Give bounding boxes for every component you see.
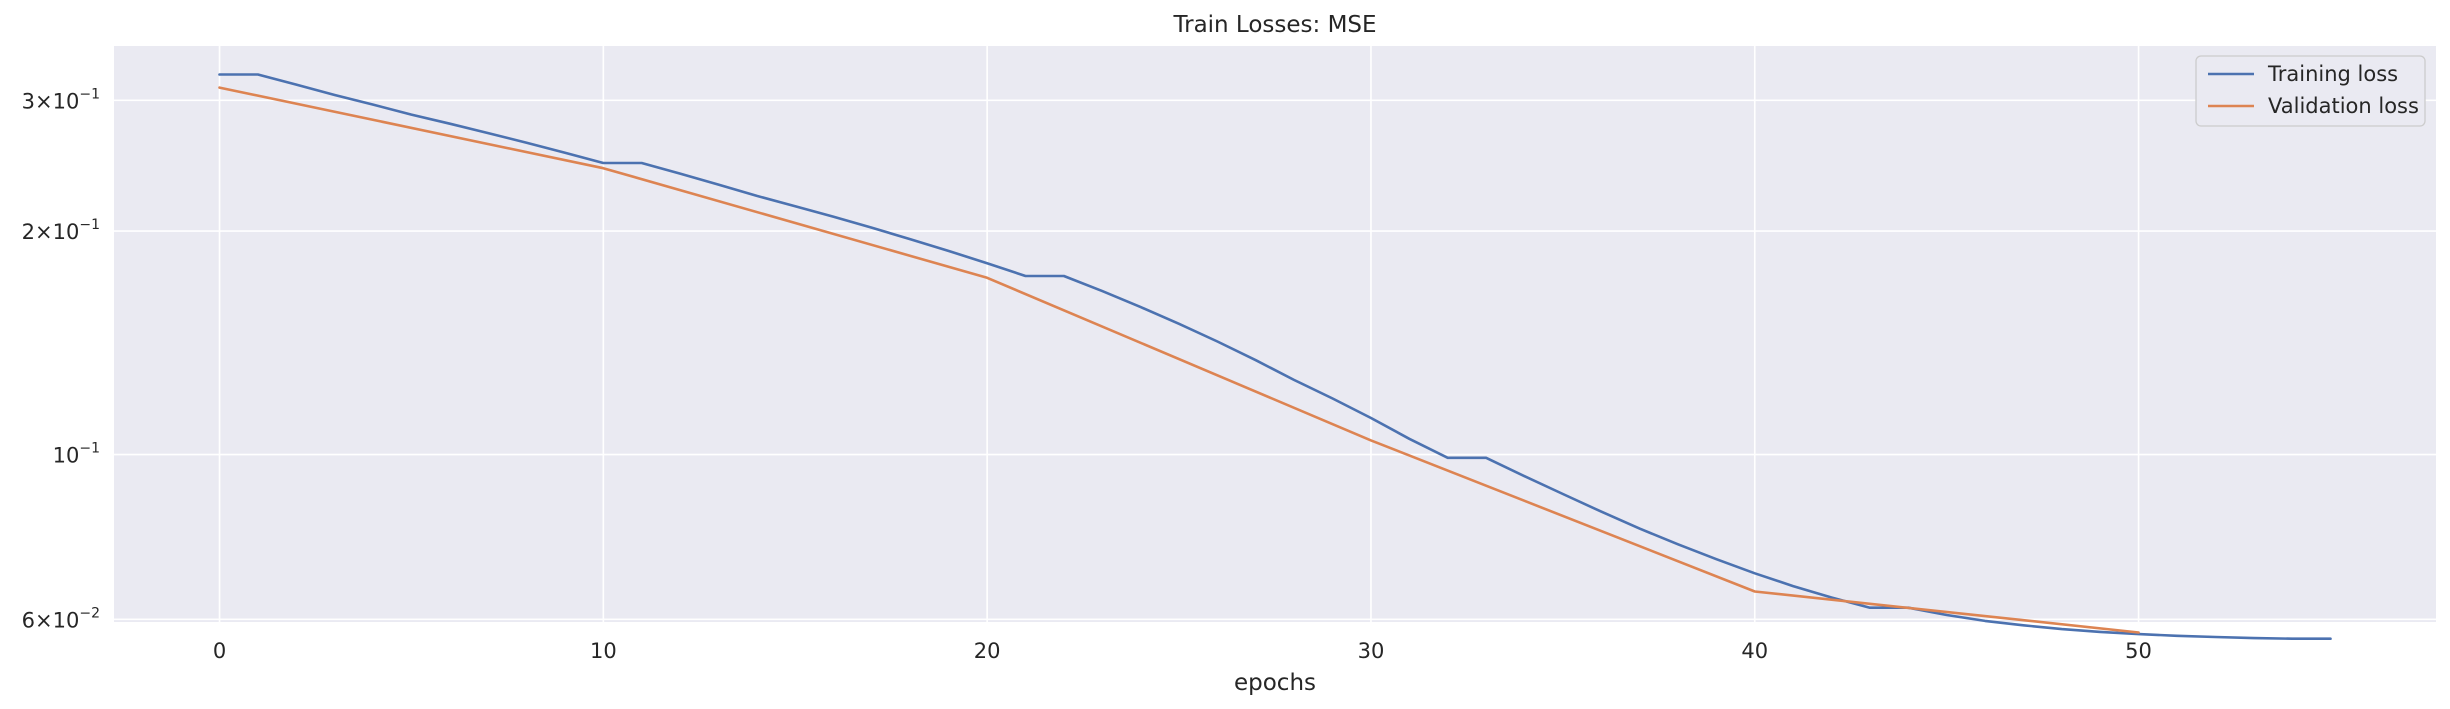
x-axis-label: epochs	[1234, 670, 1316, 696]
x-tick-label: 0	[213, 639, 226, 663]
y-tick-label: 6×10−2	[22, 605, 100, 632]
legend: Training loss Validation loss	[2195, 55, 2426, 127]
x-tick-label: 10	[590, 639, 617, 663]
chart-title: Train Losses: MSE	[1172, 12, 1376, 38]
legend-label-validation: Validation loss	[2268, 94, 2419, 118]
series-line-training-loss	[218, 73, 2332, 641]
x-tick-label: 50	[2125, 639, 2152, 663]
series-lines	[218, 73, 2332, 641]
y-axis-ticks: 3×10−1 2×10−1 10−1 6×10−2	[22, 86, 100, 632]
x-tick-label: 30	[1358, 639, 1385, 663]
x-tick-label: 20	[974, 639, 1001, 663]
grid-lines	[114, 46, 2436, 622]
y-tick-label: 10−1	[53, 441, 100, 468]
y-tick-label: 3×10−1	[22, 86, 100, 113]
legend-label-training: Training loss	[2267, 62, 2398, 86]
series-line-validation-loss	[218, 86, 2140, 634]
plot-area	[114, 46, 2436, 622]
x-tick-label: 40	[1741, 639, 1768, 663]
y-tick-label: 2×10−1	[22, 217, 100, 244]
x-axis-ticks: 0 10 20 30 40 50	[213, 639, 2152, 663]
